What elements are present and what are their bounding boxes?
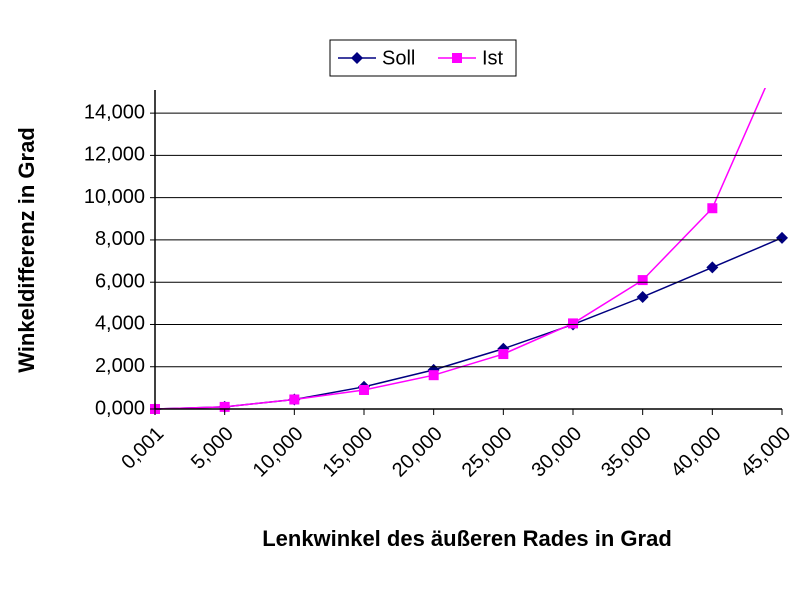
data-point [428,370,439,381]
y-tick-label: 2,000 [95,355,145,377]
data-point [359,384,369,395]
x-tick-label: 5,000 [187,423,238,474]
y-axis-title: Winkeldifferenz in Grad [14,127,39,373]
data-point [219,401,230,412]
x-tick-label: 0,001 [117,423,168,474]
data-point [776,231,788,244]
x-tick-label: 25,000 [458,423,517,482]
legend-marker [351,52,363,64]
y-tick-label: 8,000 [95,228,145,250]
x-tick-label: 35,000 [597,423,656,482]
series-line [154,237,783,410]
y-tick-label: 10,000 [84,186,145,208]
data-point [777,45,787,55]
y-tick-label: 12,000 [84,144,145,166]
x-tick-label: 45,000 [736,423,795,482]
legend-marker [452,53,462,63]
x-tick-label: 20,000 [388,423,447,482]
y-tick-label: 14,000 [84,101,145,123]
y-tick-label: 4,000 [95,313,145,335]
data-point [706,261,719,274]
data-point [636,290,649,303]
data-point [289,394,300,405]
x-tick-label: 40,000 [667,423,726,482]
x-tick-label: 10,000 [249,423,308,482]
data-point [707,203,718,214]
x-tick-label: 30,000 [527,423,586,482]
data-point [498,349,509,360]
legend-label: Soll [382,47,415,69]
data-point [568,318,578,329]
y-tick-label: 6,000 [95,270,145,292]
plot-area [150,45,788,415]
x-tick-label: 15,000 [318,423,377,482]
x-axis-title: Lenkwinkel des äußeren Rades in Grad [262,526,672,551]
data-point [637,275,648,286]
series-line [154,88,766,410]
y-tick-label: 0,000 [95,397,145,419]
legend-label: Ist [482,47,504,69]
